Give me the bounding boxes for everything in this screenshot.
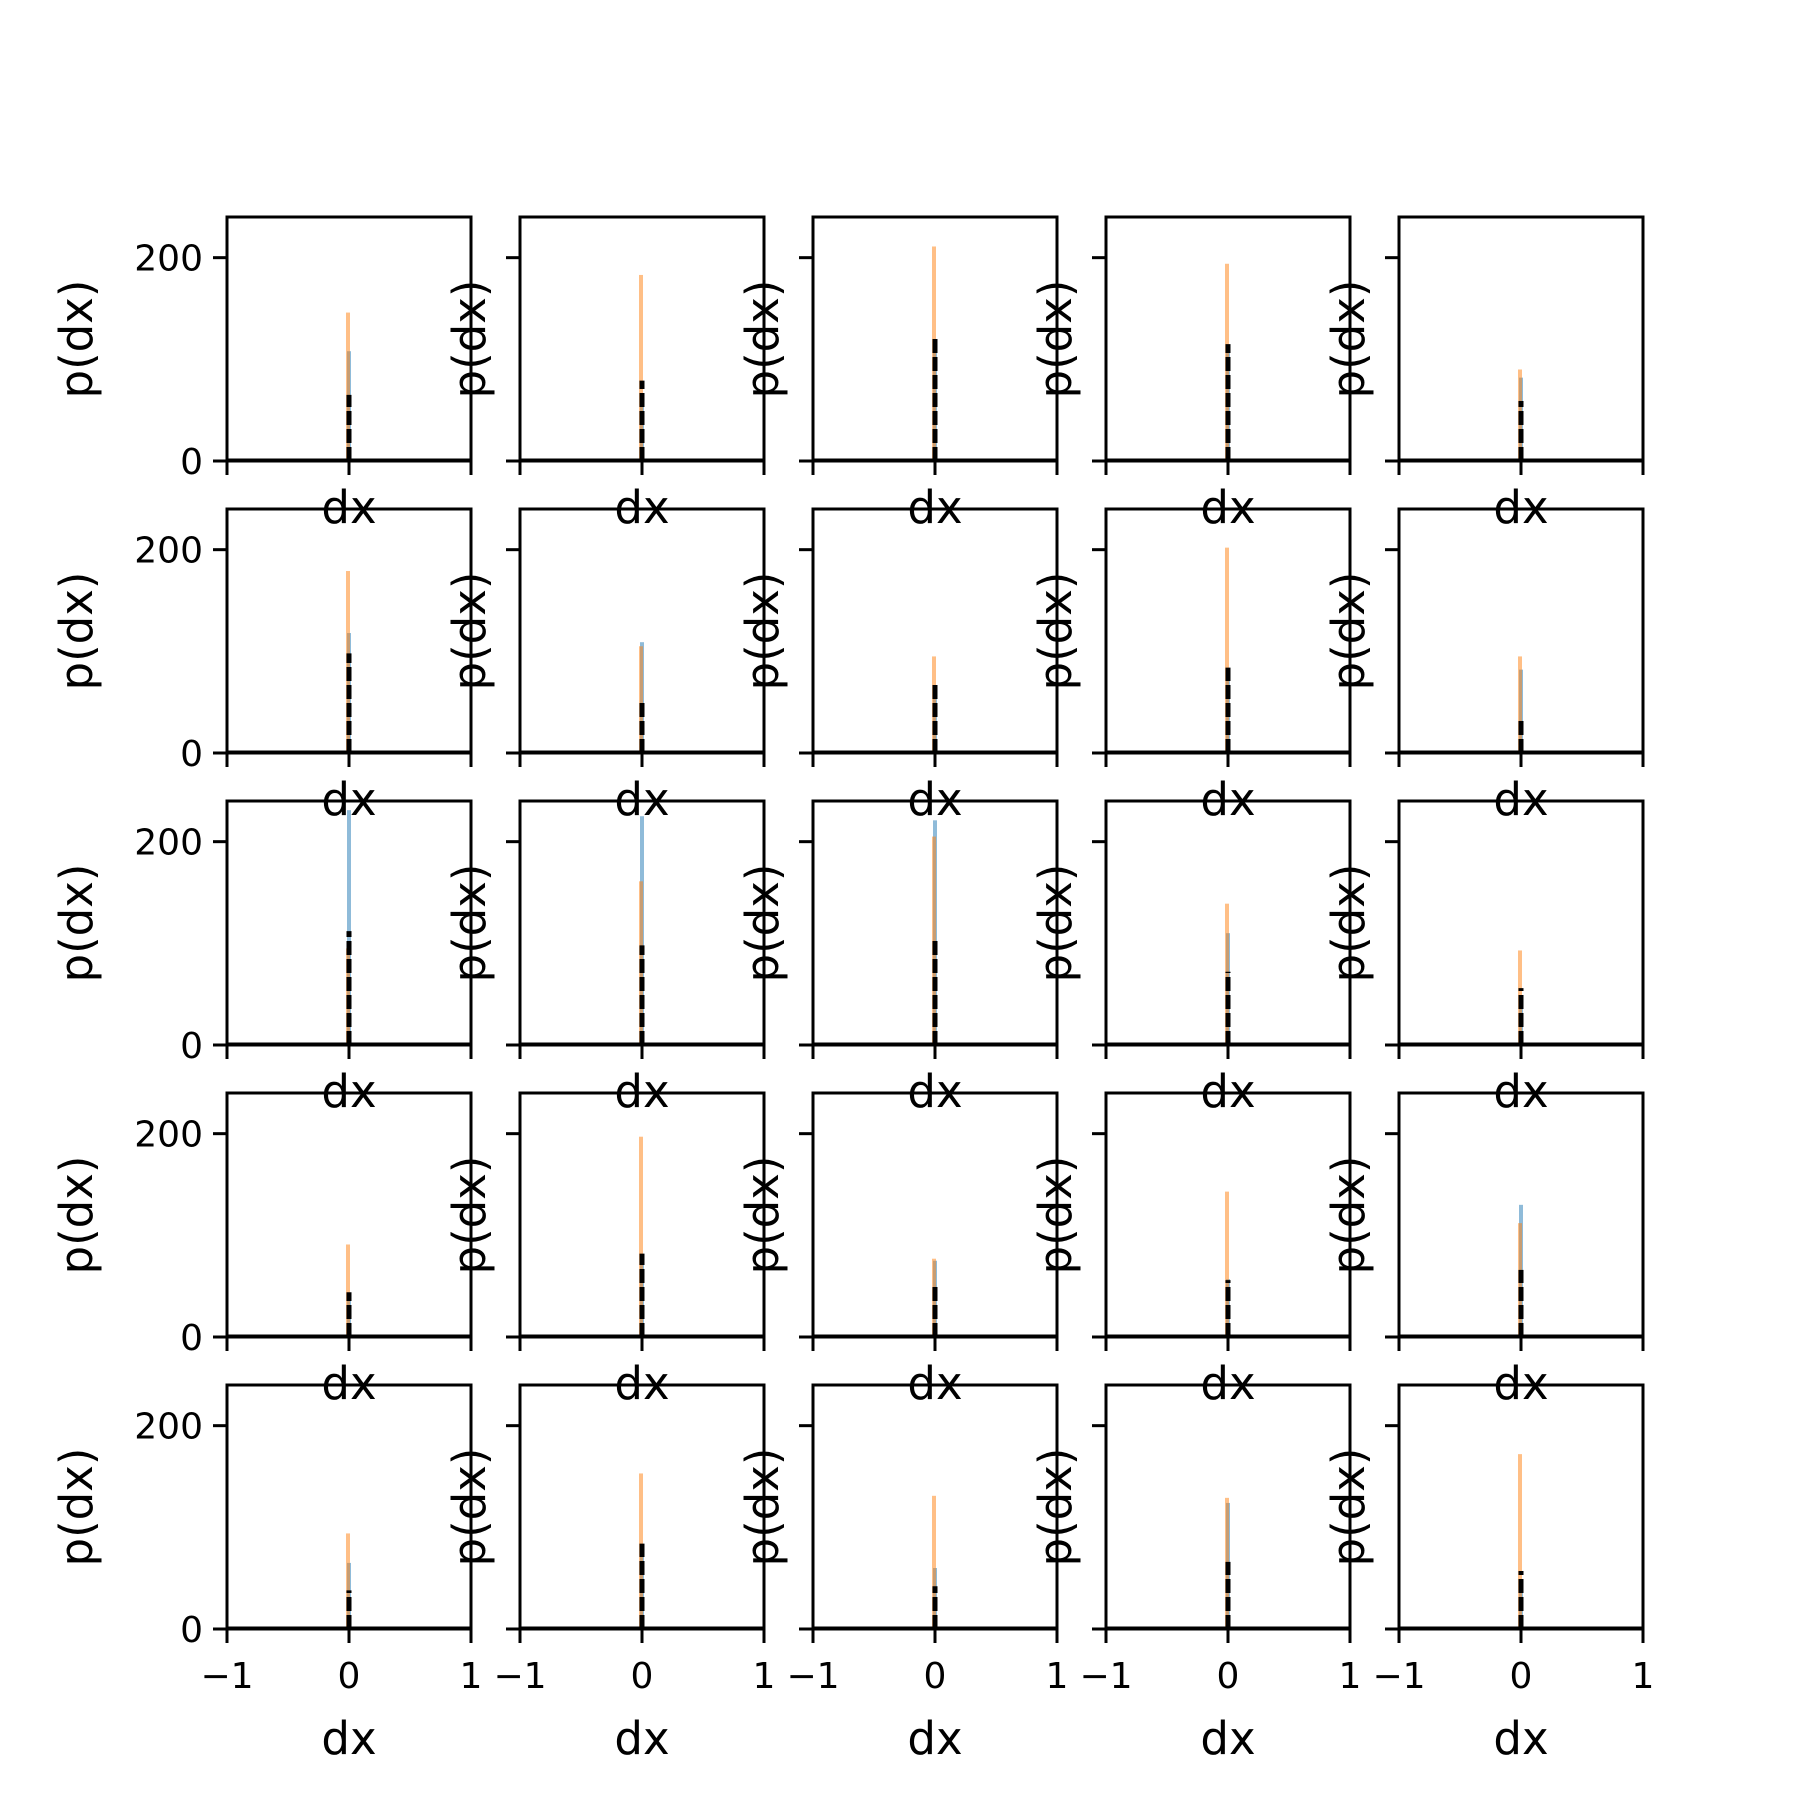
- y-axis-label: p(dx): [1029, 1156, 1082, 1275]
- y-axis-label: p(dx): [1029, 572, 1082, 691]
- bar-orange: [1225, 1191, 1229, 1337]
- y-axis-label: p(dx): [736, 1156, 789, 1275]
- y-tick-label: 200: [134, 1115, 203, 1156]
- x-tick-label: 0: [631, 1656, 654, 1697]
- x-tick-label: 1: [753, 1656, 776, 1697]
- x-axis-label: dx: [1200, 1712, 1255, 1765]
- y-tick-label: 200: [134, 531, 203, 572]
- bar-orange: [932, 246, 936, 461]
- bar-orange: [1518, 656, 1522, 753]
- bar-orange: [346, 1533, 350, 1629]
- bar-orange: [346, 1244, 350, 1337]
- bar-orange: [639, 646, 643, 753]
- x-axis-label: dx: [1493, 1712, 1548, 1765]
- y-tick-label: 200: [134, 239, 203, 280]
- y-axis-label: p(dx): [736, 280, 789, 399]
- bar-orange: [639, 274, 643, 461]
- y-axis-label: p(dx): [50, 1448, 103, 1567]
- bar-orange: [346, 312, 350, 461]
- y-axis-label: p(dx): [1322, 1156, 1375, 1275]
- x-tick-label: 0: [1217, 1656, 1240, 1697]
- y-tick-label: 0: [180, 734, 203, 775]
- bar-orange: [932, 836, 936, 1045]
- x-axis-label: dx: [614, 1712, 669, 1765]
- y-axis-label: p(dx): [443, 864, 496, 983]
- y-axis-label: p(dx): [1029, 1448, 1082, 1567]
- x-tick-label: 1: [1046, 1656, 1069, 1697]
- y-axis-label: p(dx): [50, 572, 103, 691]
- y-axis-label: p(dx): [736, 864, 789, 983]
- y-axis-label: p(dx): [50, 1156, 103, 1275]
- y-tick-label: 200: [134, 1407, 203, 1448]
- x-tick-label: 1: [1339, 1656, 1362, 1697]
- y-tick-label: 0: [180, 1318, 203, 1359]
- y-axis-label: p(dx): [1322, 864, 1375, 983]
- x-tick-label: 1: [1632, 1656, 1655, 1697]
- y-axis-label: p(dx): [50, 864, 103, 983]
- x-tick-label: 0: [924, 1656, 947, 1697]
- y-axis-label: p(dx): [1322, 1448, 1375, 1567]
- x-axis-label: dx: [907, 1712, 962, 1765]
- y-axis-label: p(dx): [736, 572, 789, 691]
- x-tick-label: 0: [338, 1656, 361, 1697]
- y-axis-label: p(dx): [443, 1156, 496, 1275]
- y-axis-label: p(dx): [50, 280, 103, 399]
- bar-orange: [639, 1136, 643, 1337]
- y-tick-label: 200: [134, 823, 203, 864]
- x-tick-label: −1: [1079, 1656, 1132, 1697]
- bar-orange: [932, 1495, 936, 1629]
- x-axis-label: dx: [321, 1712, 376, 1765]
- y-axis-label: p(dx): [1029, 280, 1082, 399]
- bar-blue: [347, 810, 351, 1045]
- bar-orange: [1225, 903, 1229, 1045]
- x-tick-label: −1: [1372, 1656, 1425, 1697]
- y-axis-label: p(dx): [443, 572, 496, 691]
- bar-orange: [1518, 1454, 1522, 1629]
- y-axis-label: p(dx): [1322, 572, 1375, 691]
- bar-orange: [1225, 547, 1229, 753]
- y-tick-label: 0: [180, 1026, 203, 1067]
- y-tick-label: 0: [180, 1610, 203, 1651]
- x-tick-label: −1: [493, 1656, 546, 1697]
- y-axis-label: p(dx): [736, 1448, 789, 1567]
- y-axis-label: p(dx): [1322, 280, 1375, 399]
- x-tick-label: 1: [460, 1656, 483, 1697]
- x-tick-label: −1: [200, 1656, 253, 1697]
- x-tick-label: −1: [786, 1656, 839, 1697]
- y-axis-label: p(dx): [443, 280, 496, 399]
- y-axis-label: p(dx): [443, 1448, 496, 1567]
- y-tick-label: 0: [180, 442, 203, 483]
- x-tick-label: 0: [1510, 1656, 1533, 1697]
- y-axis-label: p(dx): [1029, 864, 1082, 983]
